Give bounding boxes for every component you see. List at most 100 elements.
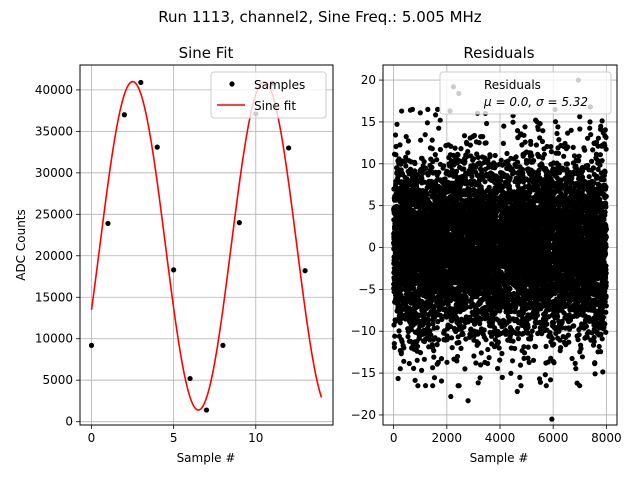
sine-fit-y-tick-label: 10000 (35, 332, 73, 346)
residual-point (483, 337, 489, 343)
residual-point (403, 154, 409, 160)
residual-point (492, 152, 498, 159)
residual-point (500, 140, 506, 146)
residual-point (417, 110, 423, 116)
residual-point (412, 377, 418, 383)
residual-point (485, 346, 491, 353)
residual-point (431, 348, 437, 354)
residual-point (515, 159, 521, 165)
residual-point (458, 345, 464, 351)
residual-point (444, 359, 450, 365)
residual-point (497, 357, 503, 363)
residual-point (438, 378, 445, 384)
residual-point (499, 374, 505, 380)
sample-point (171, 267, 177, 273)
residual-point (423, 165, 429, 171)
residual-point (452, 145, 458, 151)
residual-point (434, 342, 440, 348)
residual-point (434, 157, 440, 163)
residual-point (394, 121, 400, 127)
residual-point (504, 150, 510, 157)
residual-point (434, 325, 440, 331)
sample-point (187, 375, 193, 382)
legend-samples-marker (229, 81, 235, 87)
residual-point (436, 125, 442, 131)
residual-point (430, 158, 436, 165)
residual-point (395, 375, 401, 382)
sine-fit-y-tick-label: 25000 (35, 207, 73, 221)
residual-point (414, 343, 421, 349)
residual-point (397, 366, 403, 372)
sine-fit-y-tick-label: 0 (65, 415, 73, 429)
residual-point (499, 350, 505, 357)
residual-point (414, 357, 420, 363)
residual-point (437, 117, 443, 123)
sample-point (154, 144, 160, 150)
residual-point (521, 132, 527, 138)
residual-point (401, 358, 407, 364)
sine-fit-y-tick-label: 5000 (42, 373, 73, 387)
residual-point (425, 172, 431, 178)
sample-points-layer (88, 79, 308, 413)
residual-point (430, 321, 436, 327)
sine-fit-y-tick-label: 35000 (35, 124, 73, 138)
residual-point (421, 159, 427, 165)
residual-point (498, 157, 504, 163)
residual-point (398, 287, 404, 293)
residual-point (495, 339, 501, 345)
residual-point (486, 355, 492, 361)
residual-point (477, 321, 483, 327)
residual-point (431, 375, 438, 381)
sine-fit-x-ticks: 0 5 10 (88, 425, 263, 445)
residual-point (449, 335, 455, 341)
residual-point (510, 119, 516, 125)
residual-point (477, 375, 483, 381)
residual-point (405, 138, 411, 144)
residual-point (392, 333, 398, 339)
residual-point (517, 374, 523, 380)
residual-point (435, 106, 441, 112)
sine-fit-panel: 0 5 10 05000100001500020000250003000035000… (14, 44, 334, 465)
residual-point (435, 337, 442, 343)
residual-point (427, 328, 433, 334)
residual-point (458, 146, 464, 152)
residual-point (456, 383, 462, 389)
sine-fit-y-tick-label: 20000 (35, 249, 73, 263)
residual-point (461, 133, 468, 139)
residual-point (436, 169, 442, 175)
residual-point (405, 150, 411, 156)
residual-point (455, 152, 461, 158)
residual-point (430, 365, 436, 371)
sample-point (88, 342, 95, 348)
sine-fit-legend: Samples Sine fit (210, 71, 327, 119)
residual-point (419, 367, 425, 373)
residual-point (415, 383, 421, 389)
residual-point (403, 134, 409, 140)
residual-point (411, 285, 417, 291)
residual-point (433, 112, 439, 118)
sine-fit-y-tick-label: 30000 (35, 166, 73, 180)
residual-point (424, 191, 430, 197)
sine-fit-legend-box (210, 71, 327, 119)
residual-point (460, 331, 466, 337)
residual-point (465, 148, 471, 155)
residual-point (429, 164, 435, 170)
residual-point (426, 317, 432, 323)
sine-fit-y-tick-label: 40000 (35, 83, 73, 97)
residual-point (393, 143, 399, 150)
residual-point (467, 142, 473, 148)
residual-point (424, 120, 430, 126)
residual-point (507, 286, 513, 292)
residual-point (471, 353, 477, 359)
sine-fit-axes-frame (79, 64, 334, 426)
residual-point (462, 366, 468, 372)
residual-point (409, 106, 415, 112)
residual-point (510, 338, 516, 344)
residual-point (496, 345, 502, 351)
residual-point (432, 152, 438, 158)
residual-point (482, 179, 488, 185)
residual-point (405, 333, 411, 340)
residual-point (430, 383, 436, 389)
residual-point (469, 173, 475, 180)
